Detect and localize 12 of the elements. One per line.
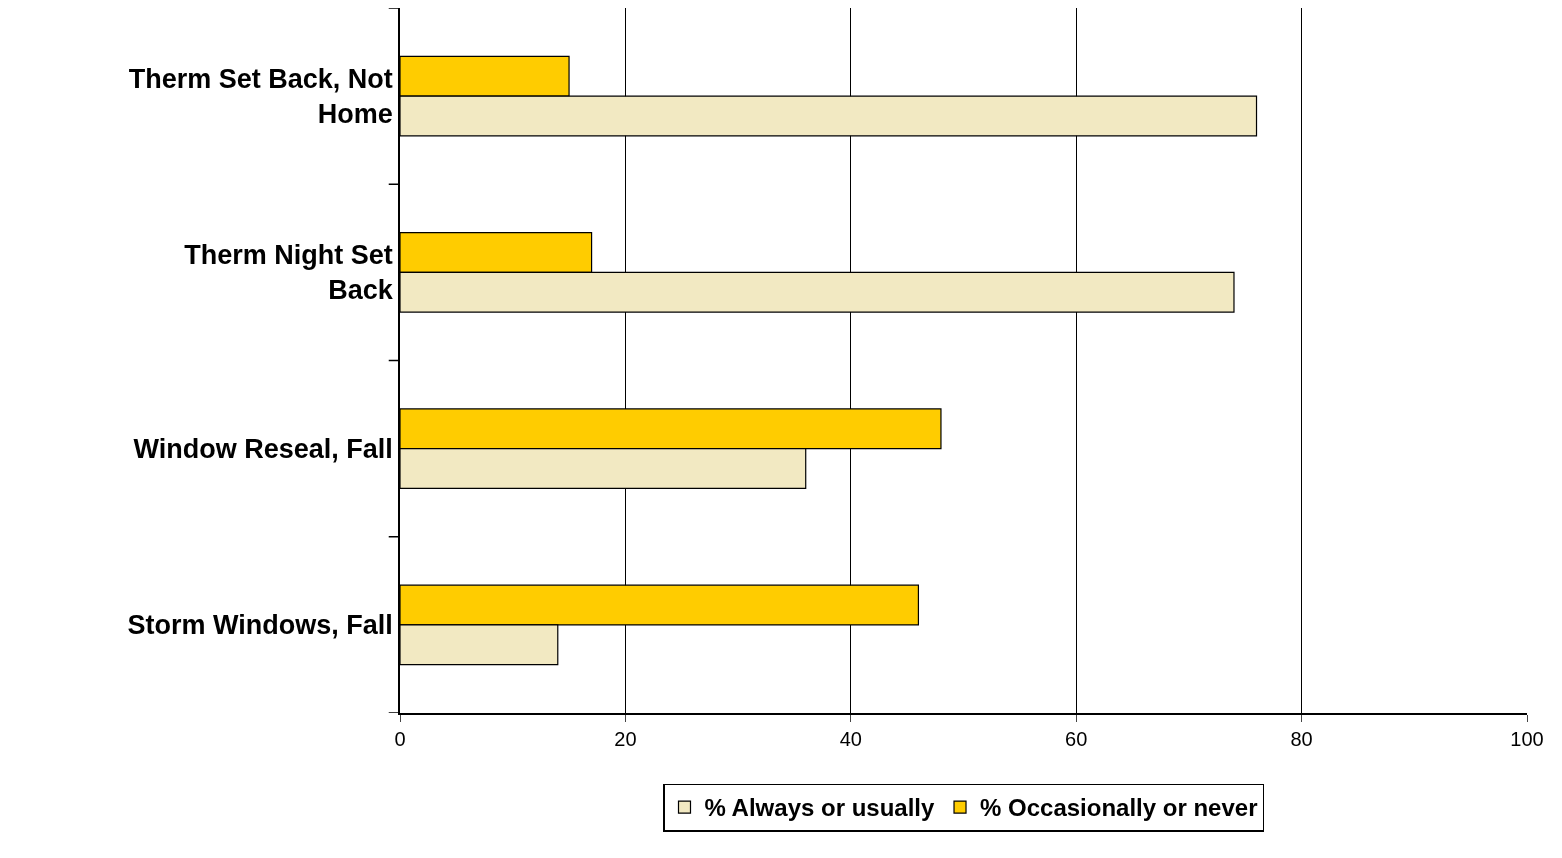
x-tick-label: 60 — [1065, 727, 1088, 750]
legend-label: % Occasionally or never — [980, 794, 1258, 822]
x-tick-label: 80 — [1290, 727, 1313, 750]
y-tick-label: Therm Night Set Back — [184, 240, 394, 306]
x-tick-label: 40 — [839, 727, 862, 750]
y-tick-label: Storm Windows, Fall — [127, 610, 393, 641]
legend-label: % Always or usually — [704, 794, 936, 822]
x-tick-label: 20 — [614, 727, 637, 750]
y-tick-label: Window Reseal, Fall — [133, 434, 393, 465]
x-tick-label: 0 — [394, 727, 406, 750]
x-tick-label: 100 — [1510, 727, 1544, 750]
y-tick-label: Therm Set Back, Not Home — [128, 64, 393, 130]
